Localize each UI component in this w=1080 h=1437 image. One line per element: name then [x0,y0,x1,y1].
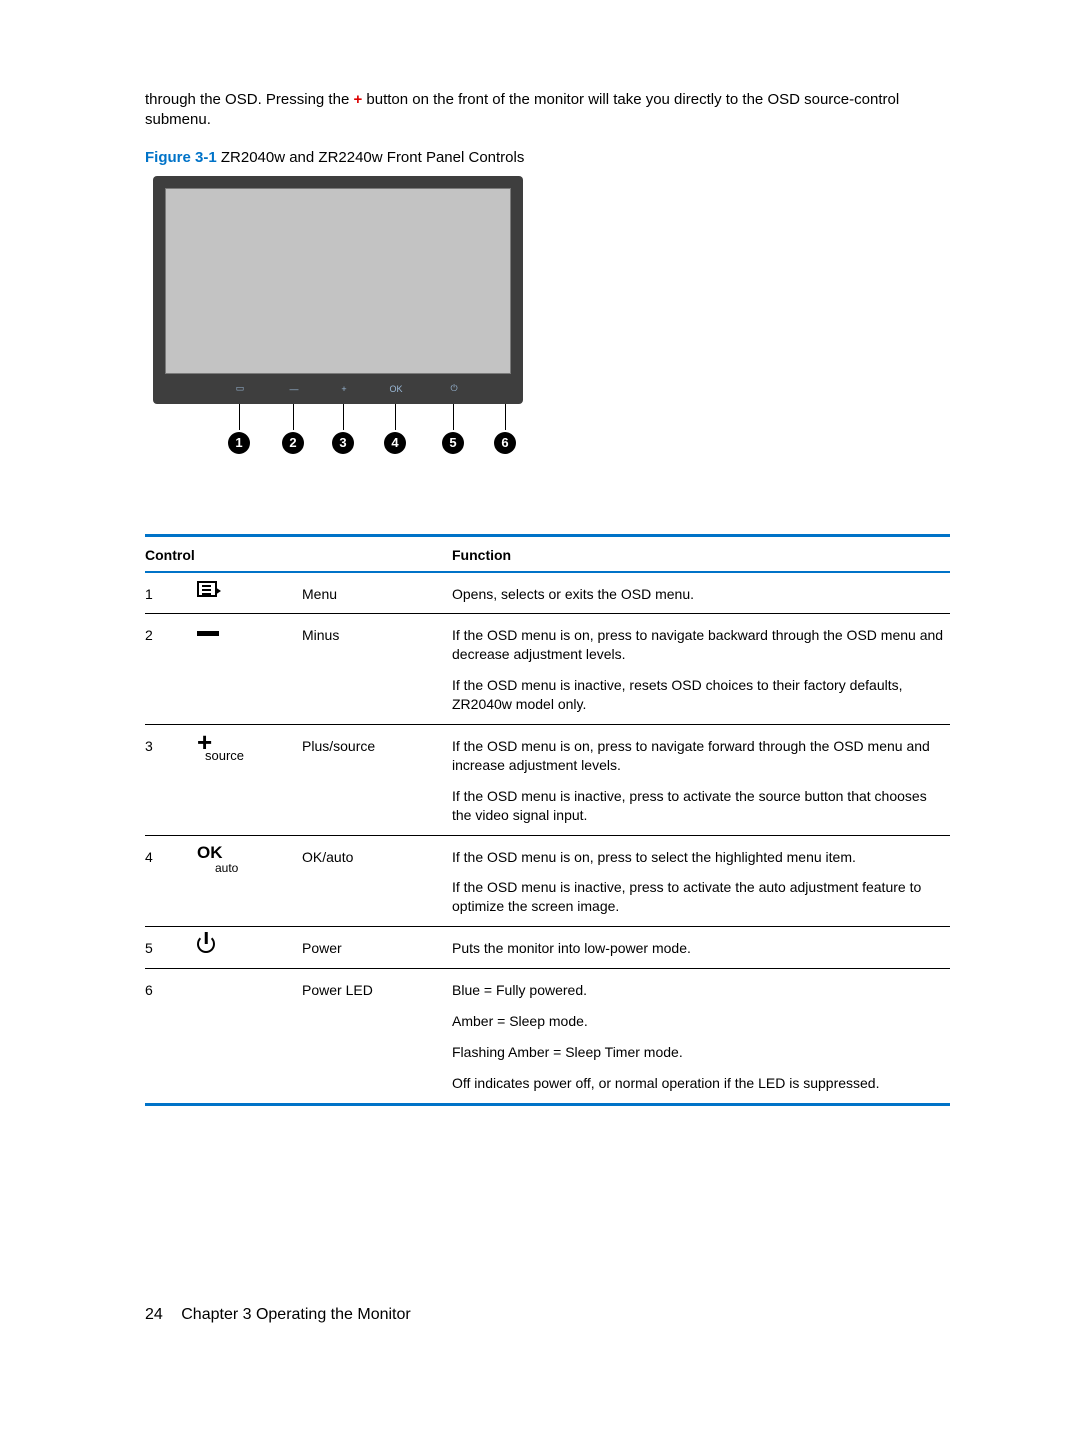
control-icon-cell [197,614,302,725]
function-paragraph: If the OSD menu is on, press to navigate… [452,737,944,775]
header-function: Function [452,535,950,572]
control-function: Puts the monitor into low-power mode. [452,927,950,969]
control-name: Power LED [302,969,452,1105]
callout-number: 2 [282,432,304,454]
function-paragraph: Opens, selects or exits the OSD menu. [452,585,944,604]
plus-glyph: + [353,91,362,108]
page-footer: 24 Chapter 3 Operating the Monitor [145,1306,950,1324]
callout-lead [343,404,344,430]
callout-lead [293,404,294,430]
controls-table: Control Function 1 MenuOpens, selects or … [145,534,950,1106]
control-icon-cell [197,969,302,1105]
function-paragraph: Puts the monitor into low-power mode. [452,939,944,958]
function-paragraph: If the OSD menu is on, press to navigate… [452,626,944,664]
page-number: 24 [145,1306,163,1324]
plus-source-icon: +source [197,733,244,762]
figure-label: Figure 3-1 [145,149,217,166]
function-paragraph: Amber = Sleep mode. [452,1012,944,1031]
control-number: 1 [145,572,197,614]
table-row: 6 Power LEDBlue = Fully powered. Amber = S… [145,969,950,1105]
ok-auto-icon: OKauto [197,844,238,876]
function-paragraph: If the OSD menu is inactive, press to ac… [452,787,944,825]
callout-lead [395,404,396,430]
control-name: Plus/source [302,724,452,835]
callout-number: 6 [494,432,516,454]
table-body: 1 MenuOpens, selects or exits the OSD men… [145,572,950,1105]
panel-icon: ▭ [225,383,255,394]
table-row: 3+source Plus/sourceIf the OSD menu is on… [145,724,950,835]
header-control: Control [145,535,452,572]
chapter-title: Chapter 3 Operating the Monitor [181,1306,410,1323]
control-function: Blue = Fully powered. Amber = Sleep mode.… [452,969,950,1105]
panel-icon: ⏻ [439,383,469,394]
control-function: If the OSD menu is on, press to navigate… [452,724,950,835]
function-paragraph: Flashing Amber = Sleep Timer mode. [452,1043,944,1062]
control-number: 5 [145,927,197,969]
control-name: OK/auto [302,835,452,927]
table-row: 2 MinusIf the OSD menu is on, press to na… [145,614,950,725]
function-paragraph: If the OSD menu is on, press to select t… [452,848,944,867]
control-name: Menu [302,572,452,614]
menu-icon [197,581,217,597]
control-number: 4 [145,835,197,927]
panel-icon: + [329,384,359,394]
control-number: 2 [145,614,197,725]
table-row: 4OKauto OK/autoIf the OSD menu is on, pre… [145,835,950,927]
control-function: If the OSD menu is on, press to select t… [452,835,950,927]
document-page: through the OSD. Pressing the + button o… [0,0,1080,1374]
panel-icon: — [279,384,309,394]
intro-paragraph: through the OSD. Pressing the + button o… [145,90,950,131]
control-icon-cell: +source [197,724,302,835]
table-row: 5 PowerPuts the monitor into low-power mo… [145,927,950,969]
control-icon-cell [197,572,302,614]
control-function: If the OSD menu is on, press to navigate… [452,614,950,725]
callout-lead [505,404,506,430]
function-paragraph: Off indicates power off, or normal opera… [452,1074,944,1093]
figure-callouts: 1 2 3 4 5 6 [153,404,523,464]
control-function: Opens, selects or exits the OSD menu. [452,572,950,614]
control-icon-cell: OKauto [197,835,302,927]
intro-pre: through the OSD. Pressing the [145,91,353,108]
function-paragraph: Blue = Fully powered. [452,981,944,1000]
control-name: Power [302,927,452,969]
control-icon-cell [197,927,302,969]
callout-number: 1 [228,432,250,454]
figure-caption: Figure 3-1 ZR2040w and ZR2240w Front Pan… [145,149,950,166]
minus-icon [197,631,219,636]
callout-number: 5 [442,432,464,454]
callout-lead [239,404,240,430]
callout-number: 3 [332,432,354,454]
control-number: 3 [145,724,197,835]
table-row: 1 MenuOpens, selects or exits the OSD men… [145,572,950,614]
monitor-shell: ▭ — + OK ⏻ [153,176,523,404]
callout-number: 4 [384,432,406,454]
function-paragraph: If the OSD menu is inactive, resets OSD … [452,676,944,714]
power-icon [197,935,215,953]
monitor-screen [165,188,511,374]
figure-illustration: ▭ — + OK ⏻ 1 2 3 4 5 6 [153,176,950,464]
figure-title: ZR2040w and ZR2240w Front Panel Controls [217,149,525,166]
control-number: 6 [145,969,197,1105]
panel-icon: OK [381,384,411,394]
control-name: Minus [302,614,452,725]
function-paragraph: If the OSD menu is inactive, press to ac… [452,878,944,916]
callout-lead [453,404,454,430]
